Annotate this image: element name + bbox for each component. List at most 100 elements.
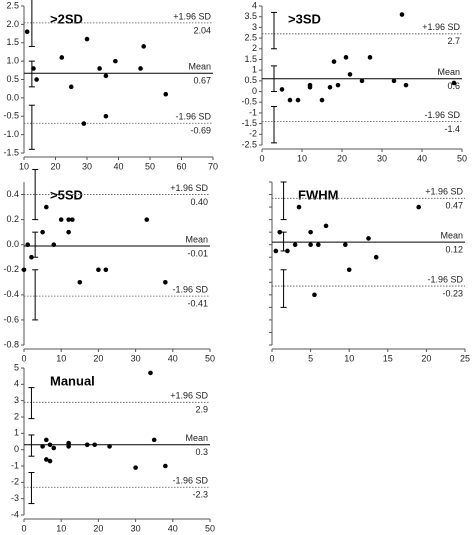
line-label: Mean bbox=[185, 234, 208, 244]
line-label: +1.96 SD bbox=[422, 22, 460, 32]
y-tick-label: -0.4 bbox=[3, 289, 19, 299]
point bbox=[51, 445, 57, 451]
y-tick-label: -0.2 bbox=[3, 264, 19, 274]
y-tick-label: -1.0 bbox=[3, 129, 19, 139]
point bbox=[451, 80, 457, 86]
x-tick-label: 0 bbox=[259, 153, 264, 163]
panel-title: >2SD bbox=[50, 11, 83, 26]
point bbox=[312, 292, 317, 298]
point bbox=[47, 442, 53, 448]
point bbox=[81, 121, 87, 126]
point bbox=[40, 229, 45, 235]
line-label: Mean bbox=[440, 231, 463, 241]
y-tick-label: -1.5 bbox=[3, 147, 19, 157]
y-tick-label: -2.5 bbox=[241, 139, 257, 149]
panel-title: FWHM bbox=[298, 187, 338, 202]
y-tick-label: 2.5 bbox=[6, 0, 19, 10]
x-tick-label: 30 bbox=[377, 153, 387, 163]
point bbox=[44, 437, 49, 443]
point bbox=[113, 58, 118, 64]
x-tick-label: 10 bbox=[56, 353, 66, 363]
y-tick-label: 0.4 bbox=[6, 189, 19, 199]
x-tick-label: 30 bbox=[131, 523, 141, 533]
point bbox=[277, 229, 283, 235]
point bbox=[58, 217, 64, 222]
point bbox=[296, 204, 302, 210]
y-tick-label: -3 bbox=[11, 493, 19, 503]
y-tick-label: -1 bbox=[11, 460, 19, 470]
point bbox=[133, 465, 138, 470]
line-value: -0.69 bbox=[190, 126, 211, 136]
point bbox=[319, 97, 325, 103]
y-tick-label: 2.0 bbox=[6, 19, 19, 29]
y-tick-label: 3.5 bbox=[244, 11, 257, 21]
point bbox=[24, 29, 30, 35]
point bbox=[273, 248, 279, 254]
y-tick-label: 0.5 bbox=[6, 74, 19, 84]
y-tick-label: 4 bbox=[14, 379, 19, 389]
y-tick-label: 0.2 bbox=[6, 214, 19, 224]
line-label: +1.96 SD bbox=[170, 183, 208, 193]
y-tick-label: -0.8 bbox=[3, 339, 19, 349]
point bbox=[84, 36, 90, 42]
x-tick-label: 5 bbox=[308, 353, 313, 363]
line-value: -0.01 bbox=[187, 248, 208, 258]
point bbox=[308, 242, 313, 247]
point bbox=[346, 267, 352, 273]
point bbox=[138, 66, 143, 71]
x-tick-label: 15 bbox=[383, 353, 393, 363]
x-tick-label: 50 bbox=[205, 523, 215, 533]
point bbox=[103, 73, 109, 79]
y-tick-label: 1.5 bbox=[6, 37, 19, 47]
point bbox=[96, 267, 101, 273]
x-tick-label: 50 bbox=[205, 353, 215, 363]
x-tick-label: 0 bbox=[21, 353, 26, 363]
y-tick-label: -0.5 bbox=[3, 111, 19, 121]
point bbox=[70, 217, 75, 222]
x-tick-label: 50 bbox=[145, 161, 155, 171]
y-tick-label: 3 bbox=[14, 395, 19, 405]
point bbox=[66, 444, 71, 449]
point bbox=[68, 84, 74, 90]
y-tick-label: 2 bbox=[14, 411, 19, 421]
point bbox=[66, 229, 71, 235]
point bbox=[399, 12, 405, 17]
x-tick-label: 0 bbox=[269, 353, 274, 363]
point bbox=[107, 444, 112, 449]
line-label: -1.96 SD bbox=[172, 476, 208, 486]
point bbox=[148, 370, 153, 376]
point bbox=[391, 78, 397, 84]
x-tick-label: 40 bbox=[417, 153, 427, 163]
y-tick-label: -0.6 bbox=[3, 314, 19, 324]
panel-title: Manual bbox=[50, 373, 95, 388]
y-tick-label: -2 bbox=[11, 477, 19, 487]
x-tick-label: 30 bbox=[82, 161, 92, 171]
line-value: -0.23 bbox=[442, 288, 463, 298]
point bbox=[292, 242, 298, 247]
point bbox=[403, 82, 409, 88]
point bbox=[163, 91, 169, 97]
point bbox=[347, 72, 353, 77]
point bbox=[295, 97, 301, 103]
y-tick-label: 0.5 bbox=[244, 75, 257, 85]
y-tick-label: -1.5 bbox=[241, 118, 257, 128]
line-value: -1.4 bbox=[444, 124, 460, 134]
point bbox=[141, 44, 146, 49]
y-tick-label: 3 bbox=[252, 22, 257, 32]
x-tick-label: 60 bbox=[176, 161, 186, 171]
point bbox=[285, 248, 290, 254]
line-label: -1.96 SD bbox=[172, 284, 208, 294]
line-label: +1.96 SD bbox=[173, 11, 211, 21]
point bbox=[366, 236, 371, 241]
point bbox=[279, 87, 285, 92]
point bbox=[163, 463, 168, 469]
point bbox=[373, 254, 379, 260]
y-tick-label: 4 bbox=[252, 0, 257, 10]
line-value: 2.04 bbox=[193, 25, 211, 35]
line-value: -2.3 bbox=[192, 490, 208, 500]
point bbox=[66, 217, 71, 222]
y-tick-label: -2 bbox=[249, 129, 257, 139]
point bbox=[34, 77, 39, 82]
line-value: 0.6 bbox=[447, 81, 460, 91]
x-tick-label: 10 bbox=[297, 153, 307, 163]
